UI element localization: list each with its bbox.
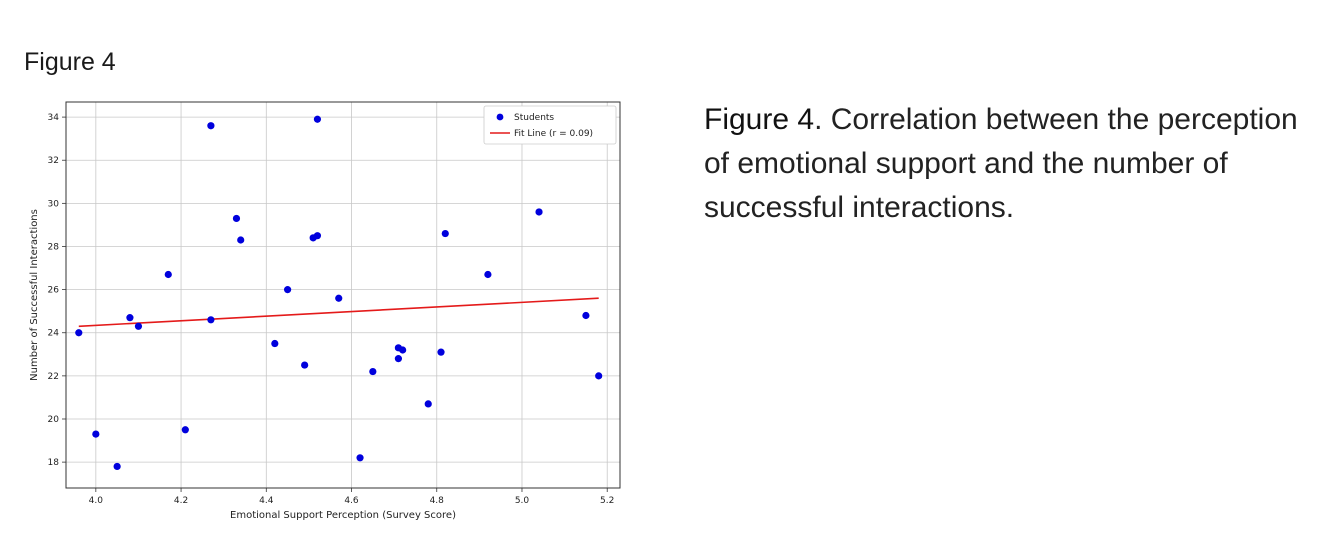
caption-text: . Correlation between the perception of …: [704, 103, 1298, 224]
x-tick-label: 4.0: [89, 496, 104, 506]
data-point: [271, 339, 279, 348]
x-tick-label: 4.6: [344, 496, 359, 506]
y-tick-label: 28: [48, 242, 60, 252]
x-tick-label: 4.4: [259, 496, 274, 506]
data-points-layer: [75, 115, 603, 471]
y-tick-label: 24: [48, 329, 60, 339]
data-point: [207, 316, 215, 324]
data-point: [356, 454, 364, 462]
legend-box: [483, 105, 617, 145]
y-tick-label: 34: [48, 113, 60, 123]
y-tick-label: 30: [48, 199, 60, 209]
x-tick-label: 4.8: [430, 496, 445, 506]
plot-frame: [65, 101, 621, 489]
chart-svg: 4.0 4.2 4.4 4.6 4.8 5.0 5.2182022242628303234 …: [29, 101, 621, 521]
x-axis-title: Emotional Support Perception (Survey Sco…: [230, 510, 456, 521]
y-axis-title: Number of Successful Interactions: [29, 209, 40, 381]
figure-caption: Figure 4. Correlation between the percep…: [704, 98, 1314, 230]
data-point: [369, 367, 377, 376]
data-point: [484, 270, 492, 279]
data-point: [232, 214, 241, 223]
fit-line: [78, 297, 599, 328]
data-point: [595, 372, 603, 380]
axis-ticks: 4.0 4.2 4.4 4.6 4.8 5.0 5.2 18 20 22 24 26 28 30 32 34: [48, 113, 615, 506]
data-point: [113, 462, 121, 471]
y-tick-label: 22: [48, 372, 59, 382]
data-point: [284, 286, 292, 294]
y-tick-label: 26: [48, 286, 60, 296]
data-point: [237, 236, 245, 244]
x-tick-label: 5.0: [515, 496, 530, 506]
data-point: [207, 122, 215, 130]
data-point: [399, 346, 407, 354]
data-point: [582, 311, 590, 320]
data-point: [394, 355, 402, 363]
data-point: [441, 229, 449, 238]
data-point: [75, 329, 83, 337]
data-point: [335, 294, 343, 302]
scatter-chart: 4.0 4.2 4.4 4.6 4.8 5.0 5.2 18 20 22 24 26 28 30 32 34 …: [20, 92, 640, 532]
data-point: [424, 400, 432, 408]
x-tick-label: 5.2: [600, 496, 614, 506]
data-point: [126, 314, 134, 322]
data-point: [437, 348, 445, 356]
legend: Students Fit Line (r = 0.09): [483, 105, 617, 145]
data-point: [134, 322, 143, 330]
data-point: [92, 430, 100, 438]
fit-line-layer: [78, 297, 599, 328]
legend-marker-students: [496, 113, 504, 121]
legend-label-students: Students: [514, 113, 554, 123]
data-point: [535, 208, 543, 216]
grid-lines: [66, 102, 620, 488]
y-tick-label: 18: [48, 458, 60, 468]
data-point: [181, 426, 189, 434]
legend-label-fit-line: Fit Line (r = 0.09): [514, 129, 593, 139]
caption-label: Figure 4: [704, 103, 815, 136]
data-point: [164, 270, 172, 279]
y-tick-label: 20: [48, 415, 60, 425]
data-point: [313, 232, 322, 240]
data-point: [301, 361, 309, 369]
y-tick-label: 32: [48, 156, 59, 166]
figure-heading: Figure 4: [24, 48, 116, 76]
x-tick-label: 4.2: [174, 496, 188, 506]
data-point: [313, 115, 322, 123]
